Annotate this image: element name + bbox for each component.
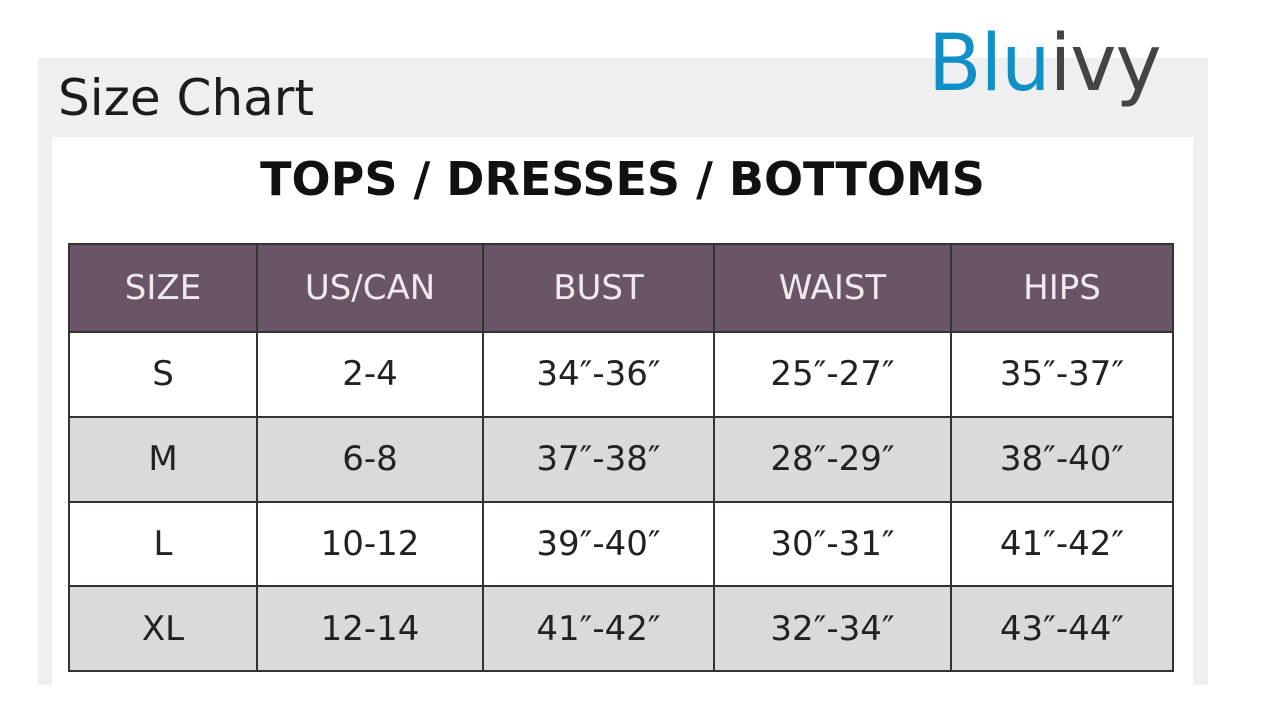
table-cell: 2-4 [256,331,484,418]
column-header: BUST [482,243,715,333]
table-cell: 35″-37″ [950,331,1174,418]
table-row: XL 12-14 41″-42″ 32″-34″ 43″-44″ [68,585,1174,672]
table-cell: 41″-42″ [950,500,1174,588]
title-box [38,58,368,137]
table-cell: 28″-29″ [713,415,952,503]
table-cell: 30″-31″ [713,500,952,588]
table-cell: 10-12 [256,500,484,588]
logo-part1: Blu [928,19,1051,109]
column-header: WAIST [713,243,952,333]
table-cell: 6-8 [256,415,484,503]
table-cell: 12-14 [256,585,484,672]
page-title: Size Chart [58,69,314,127]
table-cell: 38″-40″ [950,415,1174,503]
column-header: SIZE [68,243,258,333]
table-cell: 25″-27″ [713,331,952,418]
table-cell: XL [68,585,258,672]
column-header: HIPS [950,243,1174,333]
table-cell: 39″-40″ [482,500,715,588]
table-cell: 34″-36″ [482,331,715,418]
size-table: SIZE US/CAN BUST WAIST HIPS S 2-4 34″-36″ 2… [68,243,1174,672]
logo-part2: ivy [1049,19,1162,109]
header-row: SIZE US/CAN BUST WAIST HIPS [68,243,1174,333]
table-row: M 6-8 37″-38″ 28″-29″ 38″-40″ [68,415,1174,503]
table-row: S 2-4 34″-36″ 25″-27″ 35″-37″ [68,331,1174,418]
chart-heading: TOPS / DRESSES / BOTTOMS [260,152,985,206]
table-cell: M [68,415,258,503]
table-row: L 10-12 39″-40″ 30″-31″ 41″-42″ [68,500,1174,588]
column-header: US/CAN [256,243,484,333]
table-cell: 41″-42″ [482,585,715,672]
brand-logo: Bluivy [928,14,1162,114]
table-cell: 37″-38″ [482,415,715,503]
table-cell: L [68,500,258,588]
table-cell: 32″-34″ [713,585,952,672]
table-cell: 43″-44″ [950,585,1174,672]
table-cell: S [68,331,258,418]
